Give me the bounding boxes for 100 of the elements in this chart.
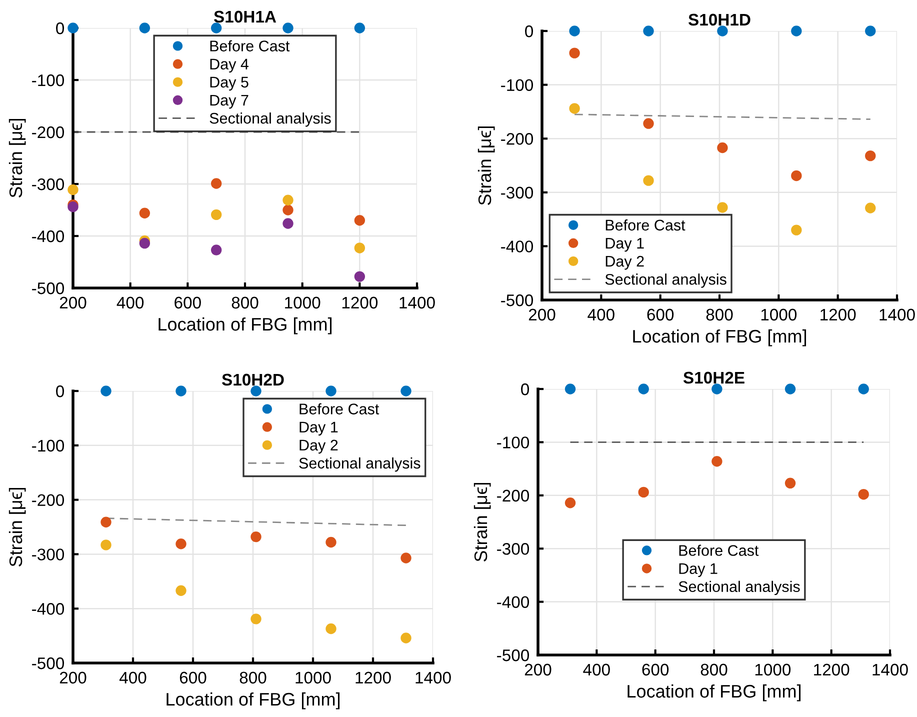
x-tick-label: 400 <box>116 296 144 309</box>
x-tick-label: 200 <box>60 672 86 684</box>
legend-label: Before Cast <box>210 40 290 52</box>
point <box>326 386 336 396</box>
y-tick-label: -200 <box>32 126 64 138</box>
point <box>139 22 150 34</box>
x-tick-label: 200 <box>528 308 556 321</box>
point <box>100 540 112 550</box>
point <box>250 386 262 396</box>
point <box>784 384 796 394</box>
x-tick-label: 800 <box>232 296 258 309</box>
y-tick-label: 0 <box>56 22 64 34</box>
point <box>400 386 412 396</box>
y-tick-label: -300 <box>32 178 64 190</box>
y-tick-label: -200 <box>32 494 64 506</box>
legend-label: Sectional analysis <box>605 274 726 288</box>
point <box>717 202 728 213</box>
chart-title: S10H2D <box>222 374 284 386</box>
y-tick-label: -500 <box>32 657 64 670</box>
legend-label: Sectional analysis <box>678 580 800 596</box>
y-tick-label: -400 <box>32 603 64 615</box>
legend-label: Before Cast <box>679 544 759 556</box>
point <box>354 215 366 226</box>
x-tick-label: 1200 <box>356 672 391 684</box>
x-tick-label: 1000 <box>296 672 331 684</box>
point <box>791 170 802 182</box>
x-tick-label: 1200 <box>820 308 856 321</box>
chart-title: S10H2E <box>683 372 744 384</box>
x-tick-label: 600 <box>174 296 201 309</box>
y-tick-label: -100 <box>32 74 64 86</box>
y-tick-label: -500 <box>32 282 64 294</box>
y-axis-title: Strain [μϵ] <box>478 126 495 205</box>
y-tick-label: -100 <box>497 436 530 448</box>
y-tick-label: -300 <box>501 186 534 199</box>
point <box>139 208 150 218</box>
legend-label: Sectional analysis <box>299 457 420 472</box>
point <box>210 178 222 189</box>
point <box>250 531 262 542</box>
point <box>210 244 222 256</box>
y-tick-label: 0 <box>521 383 530 396</box>
chart-title: S10H1A <box>214 10 276 23</box>
x-tick-label: 400 <box>588 308 614 321</box>
x-tick-label: 200 <box>60 296 86 309</box>
point <box>282 204 294 216</box>
legend-label: Day 1 <box>679 563 718 577</box>
point <box>858 384 869 394</box>
point <box>176 538 186 550</box>
x-tick-label: 1000 <box>755 664 791 676</box>
point <box>865 150 876 162</box>
point <box>865 26 876 36</box>
y-tick-label: -500 <box>497 649 530 662</box>
point <box>176 386 186 396</box>
y-tick-label: -500 <box>501 294 534 306</box>
y-tick-label: -100 <box>32 440 64 452</box>
y-tick-label: -300 <box>497 543 530 555</box>
point <box>643 118 654 129</box>
legend-label: Day 4 <box>210 58 249 73</box>
legend-label: Day 2 <box>606 256 644 270</box>
point <box>354 271 366 282</box>
legend-label: Before Cast <box>606 219 686 231</box>
point <box>326 623 336 634</box>
point <box>68 184 78 196</box>
y-axis-title: Strain [μϵ] <box>8 488 26 566</box>
x-tick-label: 1200 <box>814 664 850 676</box>
legend-label: Day 5 <box>210 76 248 91</box>
point <box>643 175 654 186</box>
legend-label: Day 1 <box>300 422 338 436</box>
x-tick-label: 800 <box>240 672 266 684</box>
legend-label: Day 2 <box>300 440 338 454</box>
x-tick-label: 1400 <box>880 308 915 321</box>
y-tick-label: 0 <box>56 385 64 398</box>
point <box>354 22 366 34</box>
point <box>400 632 412 644</box>
x-tick-label: 1000 <box>761 308 797 321</box>
x-tick-label: 200 <box>524 664 552 676</box>
point <box>282 194 294 206</box>
y-tick-label: -200 <box>497 490 530 502</box>
point <box>139 238 150 249</box>
point <box>68 202 78 212</box>
point <box>717 142 728 154</box>
point <box>326 536 336 548</box>
point <box>784 478 796 489</box>
x-tick-label: 1400 <box>872 664 908 676</box>
point <box>643 26 654 36</box>
x-tick-label: 1000 <box>285 296 320 309</box>
point <box>176 585 186 596</box>
point <box>100 386 112 396</box>
y-axis-title: Strain [μϵ] <box>8 118 26 198</box>
x-tick-label: 1400 <box>400 296 435 309</box>
x-tick-label: 400 <box>583 664 610 676</box>
y-tick-label: -400 <box>501 240 534 252</box>
x-tick-label: 800 <box>700 664 728 676</box>
point <box>210 209 222 220</box>
y-axis-title: Strain [μϵ] <box>474 482 491 562</box>
point <box>638 384 649 394</box>
point <box>638 486 649 498</box>
legend-label: Day 1 <box>606 238 644 252</box>
point <box>865 202 876 214</box>
x-axis-title: Location of FBG [mm] <box>166 692 340 710</box>
point <box>100 516 112 528</box>
